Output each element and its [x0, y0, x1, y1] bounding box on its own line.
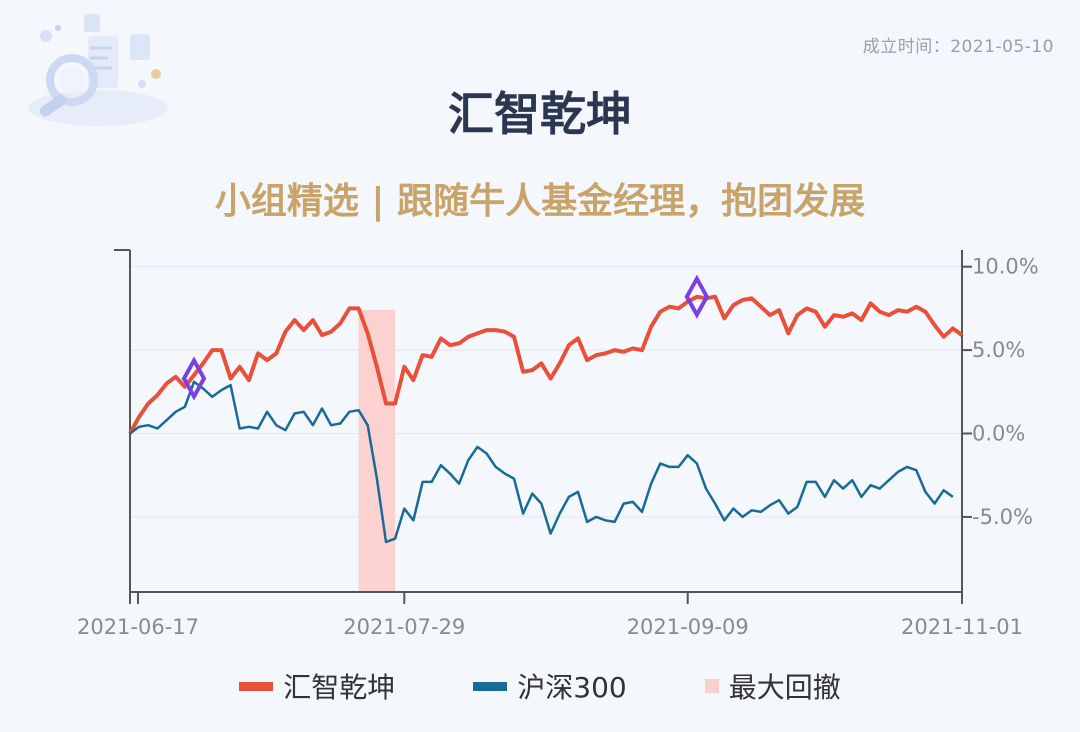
- max-drawdown-band: [358, 310, 396, 592]
- legend-label-index: 沪深300: [517, 671, 627, 704]
- y-tick-label-2: 0.0%: [972, 422, 1025, 446]
- series-line-1: [129, 380, 954, 544]
- page-subtitle: 小组精选 | 跟随牛人基金经理，抱团发展: [214, 181, 866, 222]
- legend-label-drawdown: 最大回撤: [728, 671, 841, 704]
- page-title: 汇智乾坤: [448, 87, 632, 141]
- legend-swatch-index: [473, 681, 508, 691]
- series-line-0: [128, 294, 964, 435]
- y-tick-label-3: -5.0%: [972, 505, 1033, 529]
- x-tick-label-1: 2021-07-29: [343, 615, 465, 639]
- x-tick-label-0: 2021-06-17: [77, 615, 199, 639]
- search-illustration-icon: [28, 14, 168, 126]
- legend-item-fund: 汇智乾坤: [239, 666, 395, 706]
- y-tick-label-0: 10.0%: [972, 255, 1039, 279]
- x-tick-label-2: 2021-09-09: [627, 615, 749, 639]
- x-tick-label-3: 2021-11-01: [901, 615, 1023, 639]
- chart-legend: 汇智乾坤 沪深300 最大回撤: [0, 664, 1080, 708]
- y-tick-label-1: 5.0%: [972, 338, 1025, 362]
- legend-item-drawdown: 最大回撤: [704, 666, 841, 706]
- legend-label-fund: 汇智乾坤: [283, 671, 396, 704]
- legend-swatch-fund: [239, 681, 274, 691]
- founded-date: 成立时间：2021-05-10: [862, 37, 1054, 57]
- performance-chart: 10.0% 5.0% 0.0% -5.0% 2021-06-17 2021-07-29 20…: [77, 249, 1039, 639]
- legend-item-index: 沪深300: [473, 666, 627, 706]
- legend-swatch-drawdown: [704, 679, 719, 693]
- marker-0: [181, 356, 207, 401]
- marker-1: [684, 274, 710, 319]
